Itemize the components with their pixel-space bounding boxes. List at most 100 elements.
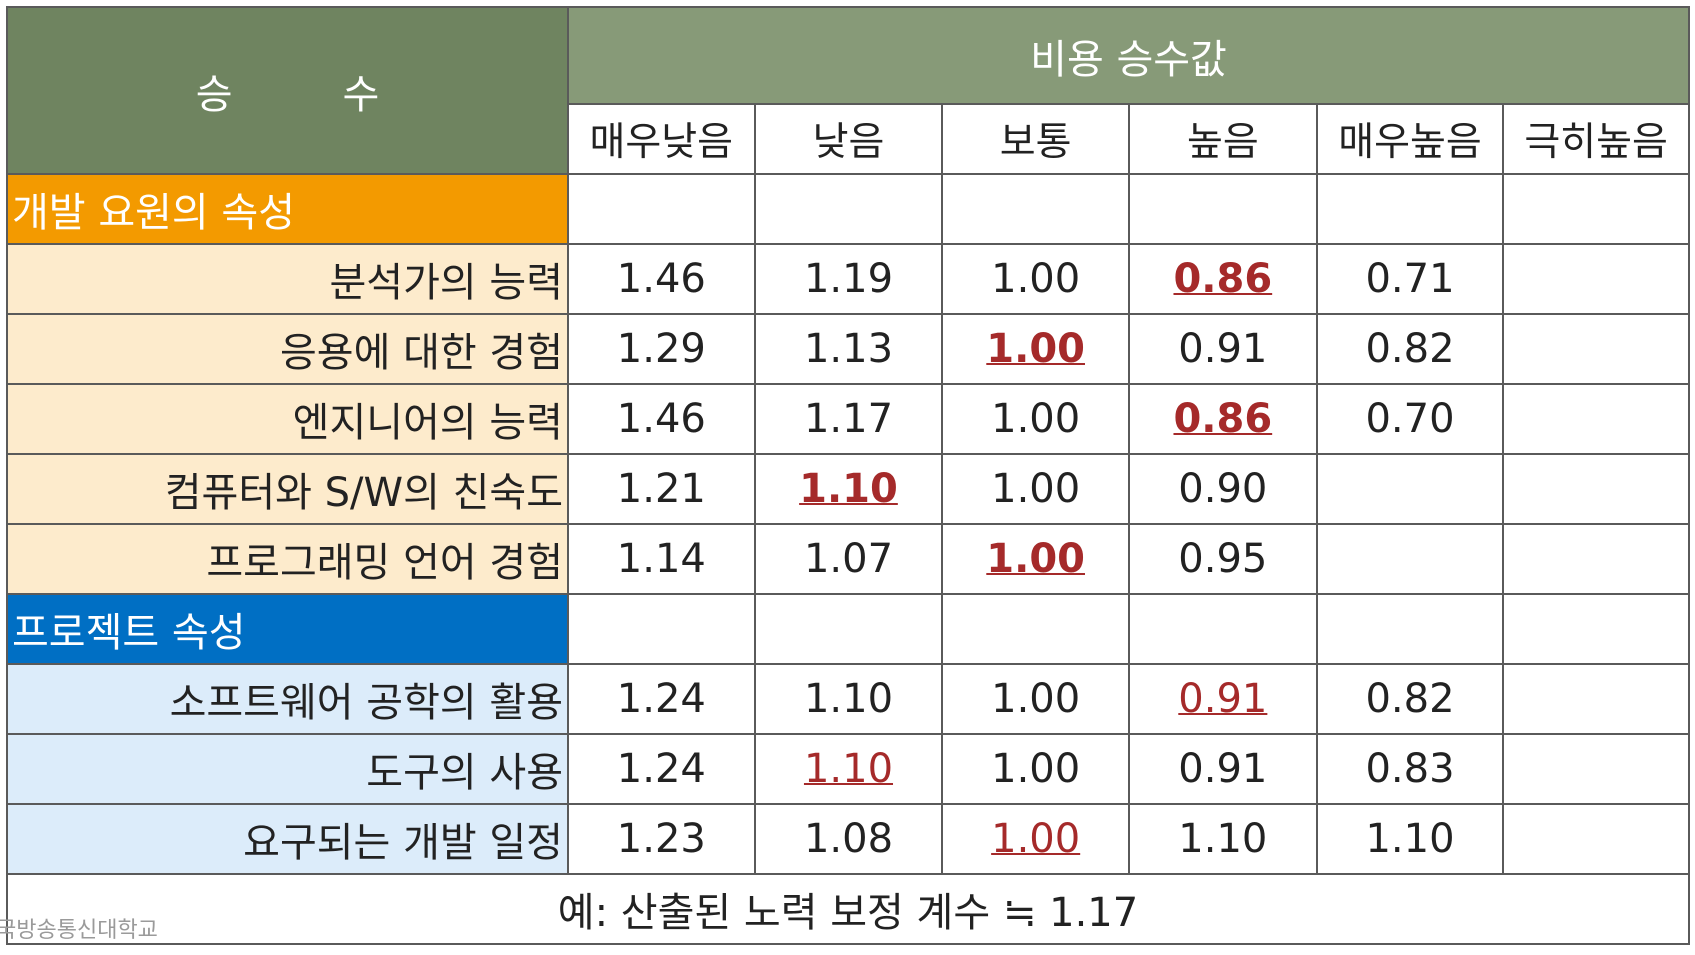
value: 1.24 [616, 746, 706, 792]
row-label: 소프트웨어 공학의 활용 [6, 663, 569, 735]
value-cell: 1.08 [753, 803, 944, 875]
value-cell: 1.00 [941, 663, 1130, 735]
value: 1.00 [991, 256, 1081, 302]
value: 1.07 [803, 536, 894, 582]
row-label: 응용에 대한 경험 [6, 313, 569, 385]
section-row: 프로젝트 속성 [6, 593, 1690, 665]
highlighted-value: 1.00 [991, 816, 1081, 862]
empty-cell [567, 173, 756, 245]
value-cell [1502, 453, 1690, 525]
value: 1.21 [616, 466, 706, 512]
value-cell: 0.91 [1127, 663, 1318, 735]
value-cell: 0.70 [1315, 383, 1505, 455]
watermark: 국방송통신대학교 [0, 918, 158, 943]
table-row: 응용에 대한 경험 1.29 1.13 1.00 0.91 0.82 [6, 313, 1690, 385]
empty-cell [753, 593, 944, 665]
column-header: 극히높음 [1502, 103, 1690, 175]
value: 1.17 [803, 396, 894, 442]
value-cell: 1.29 [567, 313, 756, 385]
value: 1.10 [1178, 816, 1268, 862]
empty-cell [753, 173, 944, 245]
table-row: 컴퓨터와 S/W의 친숙도 1.21 1.10 1.00 0.90 [6, 453, 1690, 525]
value-cell: 1.00 [941, 243, 1130, 315]
column-header: 매우높음 [1315, 103, 1505, 175]
value-cell: 0.95 [1127, 523, 1318, 595]
table-row: 도구의 사용 1.24 1.10 1.00 0.91 0.83 [6, 733, 1690, 805]
section-title: 개발 요원의 속성 [6, 173, 569, 245]
table-row: 소프트웨어 공학의 활용 1.24 1.10 1.00 0.91 0.82 [6, 663, 1690, 735]
value-cell: 1.10 [753, 663, 944, 735]
cost-multiplier-header: 비용 승수값 [567, 6, 1690, 105]
value-cell [1502, 243, 1690, 315]
value: 1.00 [991, 396, 1081, 442]
value: 0.82 [1365, 326, 1455, 372]
value-cell: 0.71 [1315, 243, 1505, 315]
row-label: 분석가의 능력 [6, 243, 569, 315]
value: 0.90 [1178, 466, 1268, 512]
value-cell [1502, 803, 1690, 875]
value-cell: 1.10 [1127, 803, 1318, 875]
footer-row: 예: 산출된 노력 보정 계수 ≒ 1.17 [6, 873, 1690, 945]
value-cell: 0.91 [1127, 733, 1318, 805]
value-cell: 0.82 [1315, 313, 1505, 385]
value-cell: 1.10 [753, 453, 944, 525]
empty-cell [941, 593, 1130, 665]
value-cell: 0.82 [1315, 663, 1505, 735]
value-cell: 1.13 [753, 313, 944, 385]
highlighted-value: 0.91 [1178, 676, 1268, 722]
highlighted-value: 1.00 [986, 536, 1085, 582]
highlighted-value: 0.86 [1173, 396, 1273, 442]
value: 1.10 [803, 676, 894, 722]
value-cell: 1.21 [567, 453, 756, 525]
value-cell: 1.00 [941, 523, 1130, 595]
value-cell: 1.24 [567, 733, 756, 805]
value: 1.14 [616, 536, 706, 582]
value-cell: 1.46 [567, 243, 756, 315]
highlighted-value: 0.86 [1173, 256, 1273, 302]
value: 1.13 [803, 326, 894, 372]
value-cell: 1.23 [567, 803, 756, 875]
row-label: 컴퓨터와 S/W의 친숙도 [6, 453, 569, 525]
empty-cell [1127, 173, 1318, 245]
empty-cell [1502, 593, 1690, 665]
empty-cell [1315, 173, 1505, 245]
value: 0.91 [1178, 746, 1268, 792]
value: 1.23 [616, 816, 706, 862]
value-cell: 1.00 [941, 803, 1130, 875]
row-label: 엔지니어의 능력 [6, 383, 569, 455]
value: 1.29 [616, 326, 706, 372]
column-header: 매우낮음 [567, 103, 756, 175]
value-cell: 1.00 [941, 383, 1130, 455]
value-cell: 1.24 [567, 663, 756, 735]
highlighted-value: 1.00 [986, 326, 1085, 372]
value-cell: 1.07 [753, 523, 944, 595]
highlighted-value: 1.10 [803, 746, 894, 792]
value-cell: 1.19 [753, 243, 944, 315]
value: 1.00 [991, 466, 1081, 512]
value: 1.08 [803, 816, 894, 862]
section-row: 개발 요원의 속성 [6, 173, 1690, 245]
value-cell [1502, 383, 1690, 455]
empty-cell [567, 593, 756, 665]
value-cell: 1.00 [941, 313, 1130, 385]
value-cell: 0.91 [1127, 313, 1318, 385]
value-cell: 1.00 [941, 733, 1130, 805]
value-cell [1315, 523, 1505, 595]
value: 0.83 [1365, 746, 1455, 792]
value: 1.46 [616, 256, 706, 302]
empty-cell [1315, 593, 1505, 665]
table-row: 요구되는 개발 일정 1.23 1.08 1.00 1.10 1.10 [6, 803, 1690, 875]
value: 0.82 [1365, 676, 1455, 722]
empty-cell [1127, 593, 1318, 665]
value-cell [1502, 523, 1690, 595]
value-cell: 1.10 [1315, 803, 1505, 875]
value-cell: 0.90 [1127, 453, 1318, 525]
table-row: 엔지니어의 능력 1.46 1.17 1.00 0.86 0.70 [6, 383, 1690, 455]
value: 1.00 [991, 746, 1081, 792]
row-label: 요구되는 개발 일정 [6, 803, 569, 875]
value: 1.00 [991, 676, 1081, 722]
value-cell [1502, 313, 1690, 385]
table-row: 프로그래밍 언어 경험 1.14 1.07 1.00 0.95 [6, 523, 1690, 595]
